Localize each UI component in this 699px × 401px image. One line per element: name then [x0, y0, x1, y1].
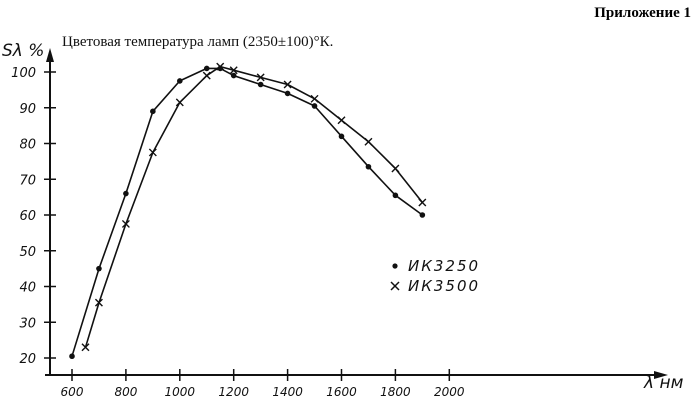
data-point-series-1: [69, 353, 75, 359]
axes: [45, 48, 668, 379]
data-point-series-1: [204, 66, 210, 72]
data-point-series-1: [258, 82, 264, 88]
data-point-series-1: [285, 91, 291, 97]
x-tick-label: 1800: [380, 385, 411, 399]
data-point-series-2: [149, 149, 156, 156]
data-point-series-2: [365, 138, 372, 145]
data-point-series-1: [366, 164, 372, 170]
data-point-series-1: [123, 191, 129, 197]
data-point-series-1: [393, 193, 399, 199]
y-tick-label: 80: [19, 138, 36, 153]
data-point-series-2: [392, 165, 399, 172]
series-line-2: [86, 67, 423, 348]
y-tick-label: 100: [11, 66, 36, 81]
legend-label-series-2: ИК3500: [408, 277, 480, 295]
y-tick-label: 60: [19, 209, 36, 224]
legend-marker-x: [391, 282, 399, 290]
x-tick-label: 2000: [434, 385, 465, 399]
data-point-series-1: [150, 109, 156, 115]
data-point-series-2: [419, 199, 426, 206]
series-line-1: [72, 68, 422, 356]
x-tick-label: 1200: [218, 385, 249, 399]
data-point-series-1: [420, 212, 426, 218]
data-point-series-2: [203, 72, 210, 79]
y-tick-label: 50: [19, 245, 36, 260]
data-point-series-2: [122, 220, 129, 227]
data-point-series-1: [96, 266, 102, 272]
y-tick-label: 30: [19, 316, 36, 331]
x-tick-label: 1000: [165, 385, 196, 399]
y-tick-label: 70: [19, 173, 36, 188]
x-tick-label: 1400: [272, 385, 303, 399]
data-point-series-1: [312, 103, 318, 109]
x-axis-label: λ нм: [643, 373, 684, 393]
y-tick-label: 40: [19, 281, 36, 296]
x-tick-label: 600: [61, 385, 84, 399]
legend-marker-dot: [392, 263, 397, 268]
data-point-series-1: [177, 78, 183, 84]
y-axis-arrow: [46, 48, 54, 62]
data-point-series-1: [231, 73, 237, 79]
data-point-series-2: [311, 95, 318, 102]
data-point-series-2: [176, 99, 183, 106]
y-tick-label: 90: [19, 102, 36, 117]
x-tick-label: 800: [114, 385, 137, 399]
x-ticks: 600 800 1000 1200 1400 1600 1800 2000: [61, 369, 465, 399]
y-axis-label: Sλ %: [2, 41, 44, 61]
legend: ИК3250 ИК3500: [391, 257, 480, 295]
legend-label-series-1: ИК3250: [408, 257, 480, 275]
y-tick-label: 20: [19, 352, 36, 367]
data-point-series-1: [339, 134, 345, 140]
data-point-series-2: [338, 117, 345, 124]
x-tick-label: 1600: [326, 385, 357, 399]
series-group: [69, 63, 426, 359]
